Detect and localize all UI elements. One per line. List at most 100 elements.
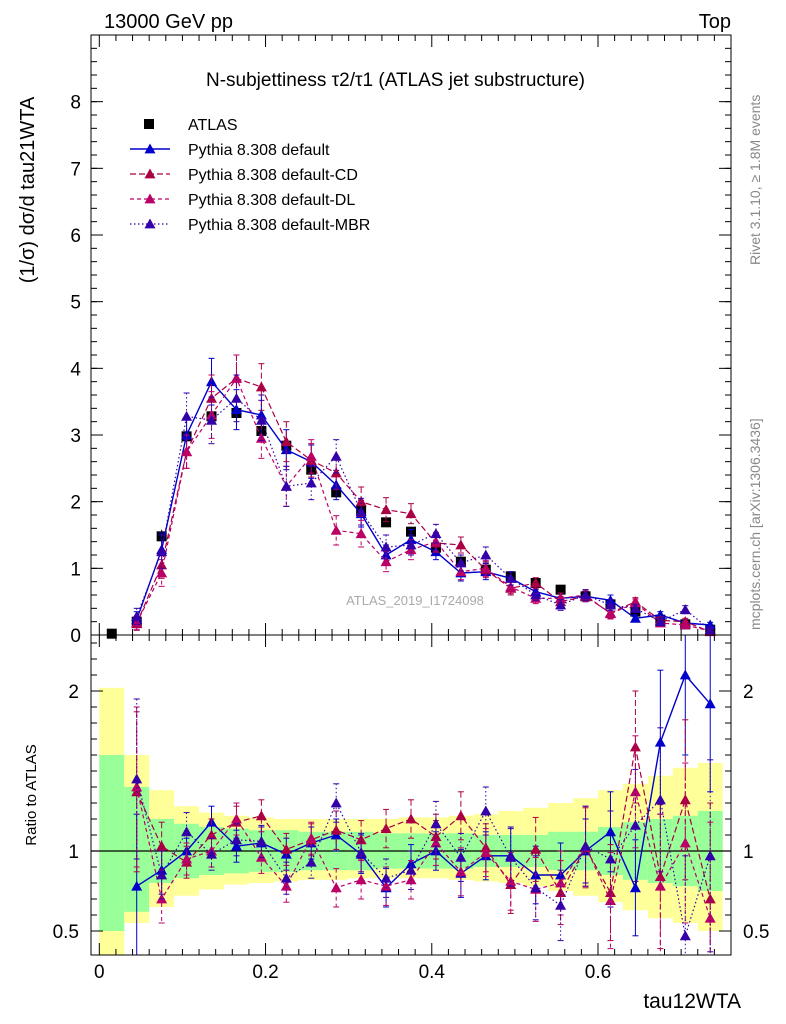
series-line-mbr bbox=[136, 778, 711, 936]
series-line-dl bbox=[136, 786, 711, 919]
series-point-mbr bbox=[430, 818, 442, 829]
series-point-cd bbox=[405, 508, 417, 519]
series-point-dl bbox=[131, 781, 143, 792]
series-line-dl bbox=[136, 377, 711, 632]
series-point-mbr bbox=[480, 549, 492, 560]
series-point-dl bbox=[330, 524, 342, 535]
process-label: Top bbox=[699, 11, 731, 33]
series-point-cd bbox=[206, 829, 218, 840]
series-point-mbr bbox=[305, 856, 317, 867]
main-plot-area bbox=[106, 354, 716, 639]
x-tick-label: 0.4 bbox=[419, 962, 446, 983]
series-point-mbr bbox=[654, 794, 666, 805]
ratio-y-tick-label: 1 bbox=[68, 842, 79, 863]
series-point-mbr bbox=[305, 477, 317, 488]
series-point-mbr bbox=[704, 624, 716, 635]
ratio-ylabel: Ratio to ATLAS bbox=[23, 744, 40, 845]
series-point-cd bbox=[530, 843, 542, 854]
series-point-default bbox=[255, 409, 267, 420]
energy-label: 13000 GeV pp bbox=[104, 11, 233, 33]
series-point-mbr bbox=[530, 589, 542, 600]
legend-label-default: Pythia 8.308 default bbox=[188, 142, 330, 159]
series-point-mbr bbox=[505, 572, 517, 583]
series-point-default bbox=[629, 882, 641, 893]
series-point-mbr bbox=[679, 604, 691, 615]
main-y-tick-label: 7 bbox=[70, 159, 81, 180]
series-point-mbr bbox=[280, 872, 292, 883]
x-axis-label: tau12WTA bbox=[643, 990, 741, 1013]
series-point-cd bbox=[280, 436, 292, 447]
series-point-cd bbox=[405, 813, 417, 824]
series-point-mbr bbox=[131, 610, 143, 621]
series-point-dl bbox=[679, 619, 691, 630]
series-point-dl bbox=[704, 912, 716, 923]
series-point-dl bbox=[181, 853, 193, 864]
series-point-mbr bbox=[704, 850, 716, 861]
series-point-mbr bbox=[131, 773, 143, 784]
series-point-default bbox=[704, 698, 716, 709]
series-point-dl bbox=[480, 562, 492, 573]
series-point-dl bbox=[654, 880, 666, 891]
series-point-mbr bbox=[355, 847, 367, 857]
series-point-mbr bbox=[455, 557, 467, 568]
x-tick-label: 0.2 bbox=[252, 962, 278, 983]
series-point-cd bbox=[380, 823, 392, 833]
main-y-tick-label: 0 bbox=[70, 626, 81, 647]
series-point-mbr bbox=[330, 450, 342, 461]
legend-marker-atlas bbox=[144, 119, 154, 129]
series-point-mbr bbox=[555, 599, 567, 610]
ratio-y-tick-label-right: 2 bbox=[743, 682, 754, 703]
series-point-cd bbox=[380, 504, 392, 515]
series-point-default bbox=[230, 840, 242, 851]
main-y-tick-label: 1 bbox=[70, 559, 81, 580]
series-point-mbr bbox=[580, 589, 592, 600]
series-point-dl bbox=[330, 882, 342, 893]
series-point-mbr bbox=[679, 930, 691, 941]
x-tick-label: 0 bbox=[94, 962, 105, 983]
series-point-cd bbox=[355, 496, 367, 507]
rivet-version-label: Rivet 3.1.10, ≥ 1.8M events bbox=[747, 95, 763, 265]
ratio-plot-area bbox=[131, 634, 716, 956]
series-line-default bbox=[136, 380, 711, 626]
series-mbr bbox=[131, 374, 716, 635]
series-point-default bbox=[230, 404, 242, 415]
series-point-dl bbox=[355, 528, 367, 539]
series-point-mbr bbox=[629, 602, 641, 613]
legend-label-atlas: ATLAS bbox=[188, 117, 238, 134]
series-point-dl bbox=[380, 556, 392, 567]
chart-title: N-subjettiness τ2/τ1 (ATLAS jet substruc… bbox=[206, 70, 585, 91]
main-y-tick-label: 3 bbox=[70, 426, 81, 447]
series-point-dl bbox=[355, 874, 367, 885]
series-point-mbr bbox=[405, 539, 417, 550]
series-point-mbr bbox=[629, 819, 641, 830]
series-point-mbr bbox=[604, 853, 616, 864]
series-mbr bbox=[131, 698, 716, 956]
series-point-dl bbox=[181, 446, 193, 457]
main-y-tick-label: 2 bbox=[70, 493, 81, 514]
series-point-dl bbox=[131, 617, 143, 628]
series-point-mbr bbox=[430, 528, 442, 539]
series-point-mbr bbox=[405, 864, 417, 875]
axes: 0 1 2 3 4 5 6 7 8 0 0.2 0.4 0.6 0.5 0.5 1 1 2 2 bbox=[53, 34, 769, 983]
series-point-mbr bbox=[555, 899, 567, 910]
series-point-mbr bbox=[206, 848, 218, 859]
series-point-mbr bbox=[230, 834, 242, 845]
series-line-mbr bbox=[136, 397, 711, 631]
main-ylabel: (1/σ) dσ/d tau21WTA bbox=[17, 96, 39, 283]
series-point-mbr bbox=[654, 616, 666, 627]
series-point-dl bbox=[505, 581, 517, 592]
series-point-mbr bbox=[181, 410, 193, 421]
series-point-cd bbox=[156, 840, 168, 851]
series-point-dl bbox=[455, 866, 467, 877]
series-point-mbr bbox=[156, 546, 168, 557]
series-point-cd bbox=[455, 810, 467, 821]
series-point-cd bbox=[455, 539, 467, 550]
series-point-cd bbox=[704, 893, 716, 904]
main-y-tick-label: 6 bbox=[70, 226, 81, 247]
ratio-frame bbox=[90, 634, 732, 956]
series-point-dl bbox=[255, 851, 267, 862]
series-point-dl bbox=[679, 837, 691, 848]
series-point-cd bbox=[555, 887, 567, 897]
series-point-dl bbox=[305, 450, 317, 461]
analysis-watermark: ATLAS_2019_I1724098 bbox=[346, 593, 484, 608]
